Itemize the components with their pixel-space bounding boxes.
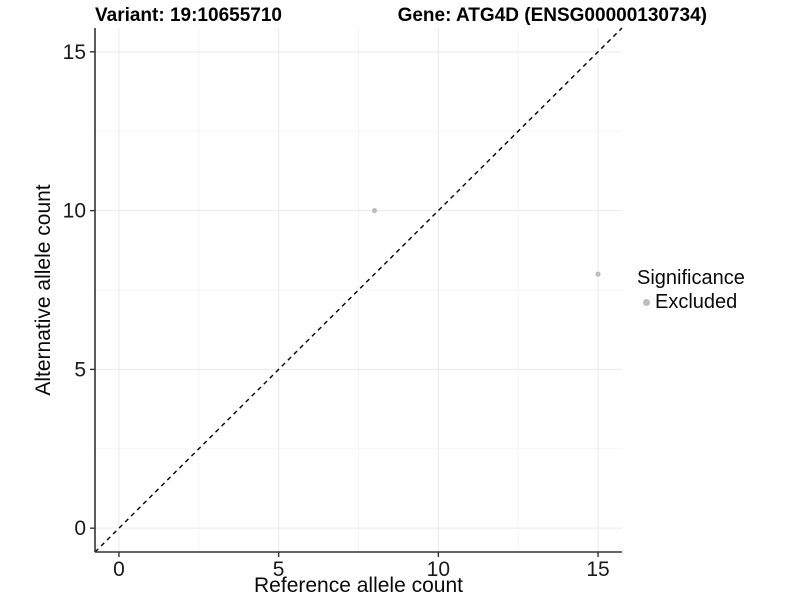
data-points [371, 208, 601, 277]
x-tick-label: 10 [427, 558, 450, 581]
legend-item-excluded: Excluded [637, 290, 745, 314]
excluded-point-icon [642, 298, 650, 306]
x-tick-label: 5 [273, 558, 285, 581]
scatter-point [371, 208, 378, 214]
y-tick-label: 5 [74, 358, 86, 381]
legend: Significance Excluded [637, 266, 745, 314]
scatter-point [595, 271, 601, 277]
y-axis-label: Alternative allele count [32, 184, 55, 396]
legend-key [637, 293, 655, 311]
grid-minor-lines [95, 28, 622, 552]
axis-tick-marks [90, 51, 599, 557]
axis-lines [94, 28, 622, 553]
x-tick-label: 15 [586, 558, 609, 581]
x-axis-label: Reference allele count [254, 574, 463, 597]
y-tick-label: 15 [63, 41, 86, 64]
grid-major-lines [95, 28, 622, 552]
legend-item-label: Excluded [655, 291, 738, 313]
axis-tick-labels: 0 5 10 15 0 5 10 15 [63, 41, 610, 581]
x-tick-label: 0 [113, 558, 125, 581]
y-tick-label: 10 [63, 200, 86, 223]
legend-title: Significance [637, 267, 745, 289]
y-tick-label: 0 [74, 517, 86, 540]
